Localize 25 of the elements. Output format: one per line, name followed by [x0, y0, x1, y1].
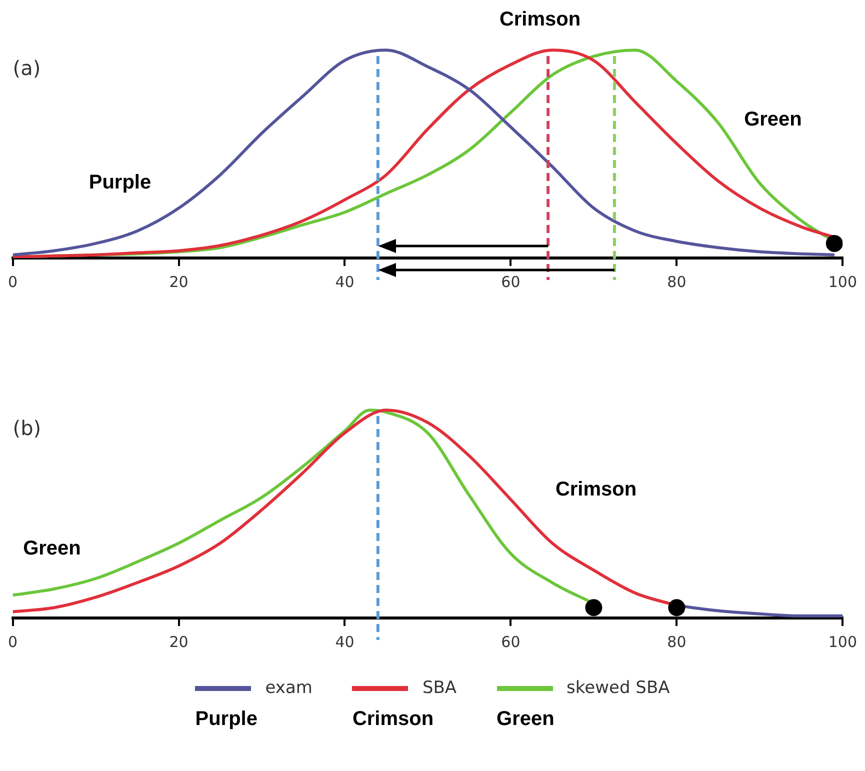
- text: Purple: [195, 708, 258, 731]
- x-tick-label: 0: [8, 632, 18, 651]
- legend-label: skewed SBA: [566, 678, 670, 698]
- x-tick-label: 60: [501, 272, 520, 291]
- legend-label: SBA: [422, 678, 457, 698]
- annotation: Crimson: [555, 478, 637, 501]
- x-tick-label: 100: [828, 272, 858, 291]
- annotation: Green: [744, 108, 802, 131]
- x-tick-label: 60: [501, 632, 520, 651]
- chart-title: (a): [12, 56, 41, 80]
- x-tick-label: 40: [335, 632, 354, 651]
- chart-title: (b): [12, 416, 42, 440]
- legend-label: exam: [265, 678, 312, 698]
- text: Crimson: [352, 708, 434, 731]
- x-tick-label: 80: [667, 272, 686, 291]
- text: Green: [496, 708, 554, 731]
- annotation: Green: [23, 538, 81, 560]
- x-tick-label: 100: [828, 632, 858, 651]
- text: Crimson: [499, 8, 581, 31]
- x-tick-label: 40: [335, 272, 354, 291]
- annotation: Purple: [88, 172, 152, 194]
- x-tick-label: 20: [169, 272, 188, 291]
- x-tick-label: 20: [169, 632, 188, 651]
- x-tick-label: 0: [8, 272, 18, 291]
- x-tick-label: 80: [667, 632, 686, 651]
